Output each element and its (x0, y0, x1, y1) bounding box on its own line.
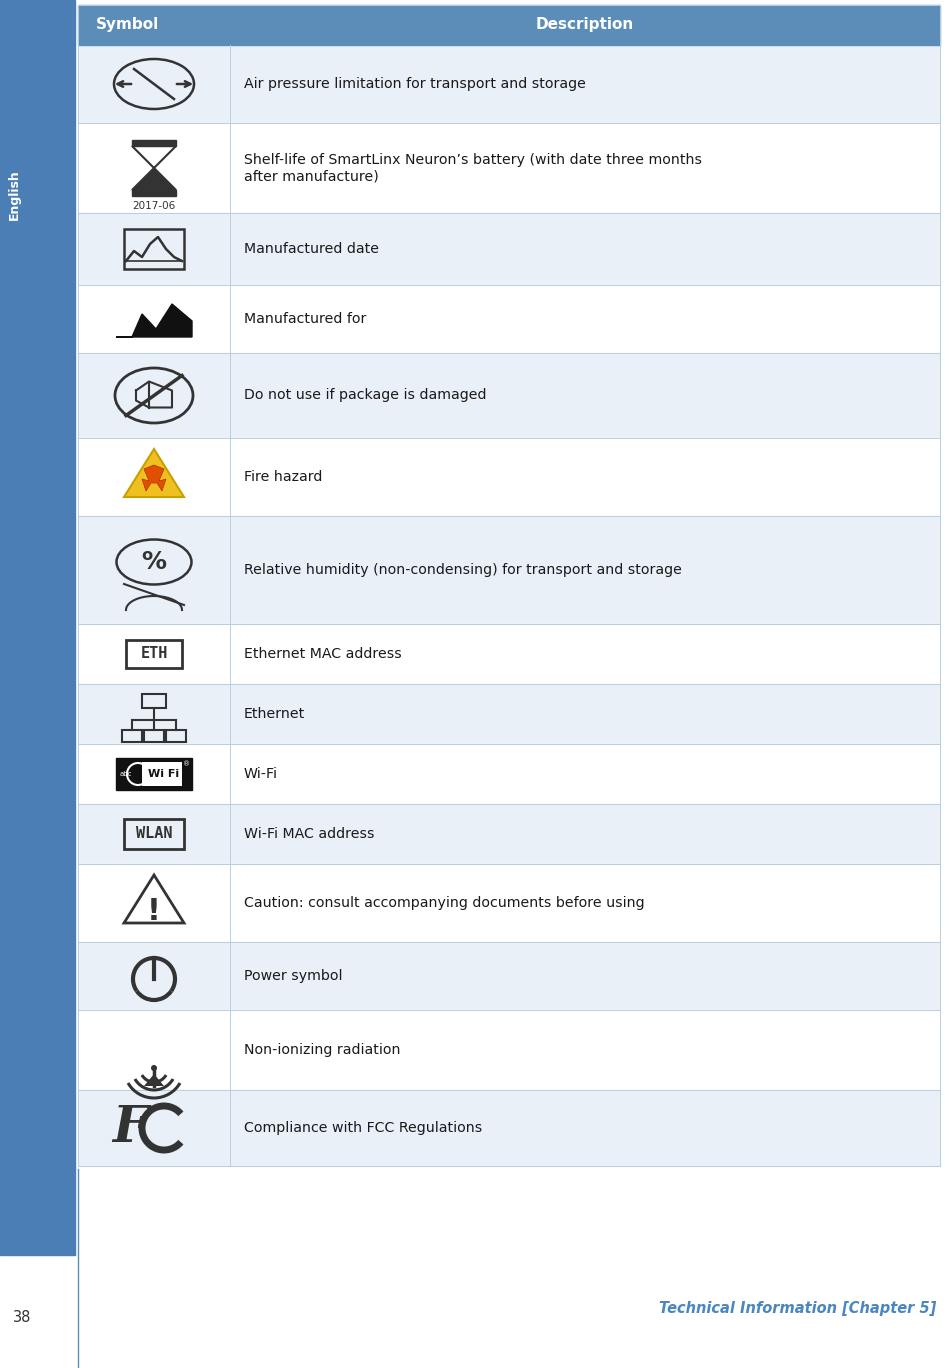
Bar (78, 516, 940, 624)
Text: Wi Fi: Wi Fi (148, 769, 179, 778)
Text: Technical Information [Chapter 5]: Technical Information [Chapter 5] (659, 1301, 936, 1316)
Bar (142, 762, 182, 787)
Bar (0, 0, 75, 1254)
Bar (126, 640, 182, 668)
Bar (78, 684, 940, 744)
Text: ®: ® (183, 761, 191, 767)
Bar (124, 819, 184, 850)
Text: Compliance with FCC Regulations: Compliance with FCC Regulations (244, 1120, 482, 1135)
Text: Wi-Fi MAC address: Wi-Fi MAC address (244, 828, 375, 841)
Text: 38: 38 (13, 1311, 31, 1326)
Bar (78, 438, 940, 516)
Text: Do not use if package is damaged: Do not use if package is damaged (244, 389, 487, 402)
Text: Caution: consult accompanying documents before using: Caution: consult accompanying documents … (244, 896, 644, 910)
Bar (78, 45, 940, 123)
Bar (124, 228, 184, 269)
Bar (78, 123, 940, 213)
Bar (116, 758, 192, 789)
Text: Ethernet MAC address: Ethernet MAC address (244, 647, 401, 661)
Text: Description: Description (536, 18, 634, 33)
Bar (122, 731, 142, 741)
Text: Ethernet: Ethernet (244, 707, 306, 721)
Bar (78, 1090, 940, 1166)
Text: 2017-06: 2017-06 (132, 201, 176, 211)
Bar (144, 731, 164, 741)
Bar (142, 694, 166, 709)
Polygon shape (142, 465, 166, 491)
Polygon shape (132, 168, 176, 190)
Bar (78, 943, 940, 1010)
Text: Relative humidity (non-condensing) for transport and storage: Relative humidity (non-condensing) for t… (244, 564, 682, 577)
Bar (78, 213, 940, 285)
Bar (132, 190, 176, 196)
Text: %: % (141, 550, 166, 575)
Text: F: F (113, 1104, 148, 1152)
Text: Manufactured date: Manufactured date (244, 242, 379, 256)
Text: WLAN: WLAN (136, 826, 173, 841)
Text: !: ! (147, 896, 161, 926)
Bar (78, 1010, 940, 1090)
Text: Manufactured for: Manufactured for (244, 312, 366, 326)
Text: English: English (8, 170, 21, 220)
Bar (166, 731, 186, 741)
Polygon shape (124, 449, 184, 497)
Text: Symbol: Symbol (96, 18, 159, 33)
Text: Shelf-life of SmartLinx Neuron’s battery (with date three months
after manufactu: Shelf-life of SmartLinx Neuron’s battery… (244, 153, 702, 183)
Bar (78, 744, 940, 804)
Bar (78, 804, 940, 865)
Text: ETH: ETH (140, 647, 168, 662)
Text: Non-ionizing radiation: Non-ionizing radiation (244, 1042, 400, 1057)
Bar (78, 5, 940, 45)
Text: Air pressure limitation for transport and storage: Air pressure limitation for transport an… (244, 77, 586, 92)
Bar (132, 140, 176, 146)
Bar (78, 353, 940, 438)
Text: Fire hazard: Fire hazard (244, 471, 323, 484)
Circle shape (151, 1066, 157, 1071)
Polygon shape (116, 304, 192, 337)
Text: abc: abc (120, 772, 132, 777)
Polygon shape (144, 1074, 164, 1086)
Bar (78, 285, 940, 353)
Bar (78, 865, 940, 943)
Text: Wi-Fi: Wi-Fi (244, 767, 278, 781)
Text: Power symbol: Power symbol (244, 969, 343, 984)
Bar (78, 624, 940, 684)
